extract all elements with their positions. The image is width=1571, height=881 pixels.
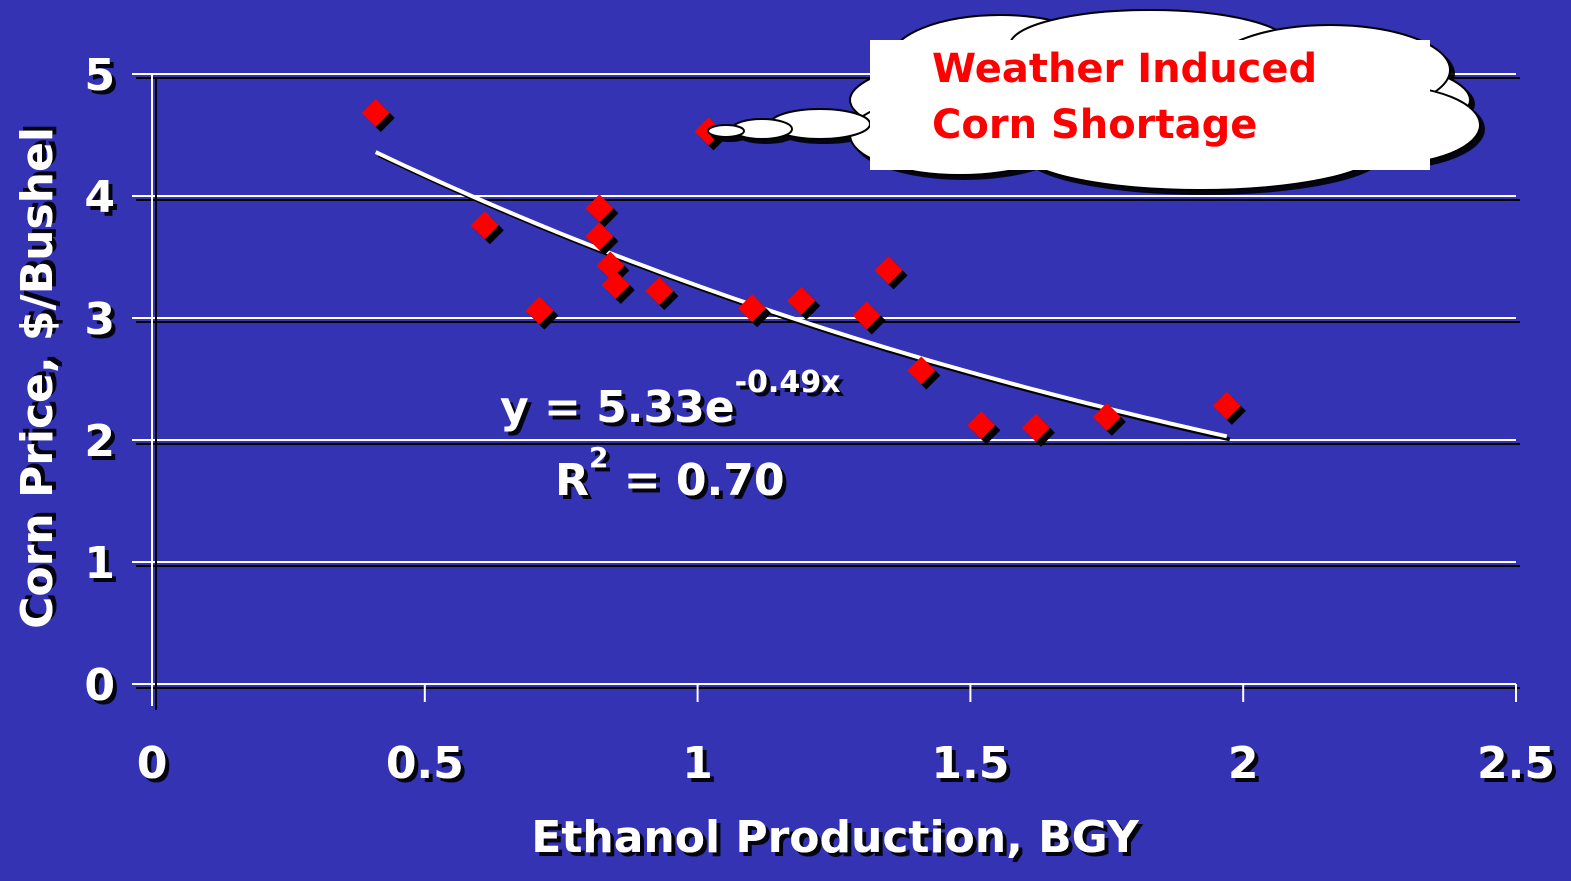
y-tick-label: 5 (84, 50, 115, 101)
exponent: -0.49x (735, 365, 841, 400)
x-axis-label: Ethanol Production, BGY (531, 812, 1140, 863)
x-tick-label: 2 (1228, 738, 1259, 789)
y-tick-label: 3 (84, 294, 115, 345)
page: 0 1 2 3 4 5 0 0.5 1 1.5 2 2.5 Ethanol Production, B… (0, 0, 1571, 881)
y-axis-label: Corn Price, $/Bushel (12, 127, 63, 629)
y-tick-label: 1 (84, 538, 115, 589)
x-tick-label: 0 (137, 738, 168, 789)
x-tick-label: 1.5 (931, 738, 1009, 789)
x-tick-label: 2.5 (1477, 738, 1555, 789)
x-tick-label: 1 (682, 738, 713, 789)
r2-value: = 0.70 (608, 455, 784, 506)
equation: y = 5.33e (500, 382, 735, 433)
r2-power: 2 (589, 441, 608, 474)
chart: 0 1 2 3 4 5 0 0.5 1 1.5 2 2.5 Ethanol Production, B… (0, 0, 1571, 881)
y-tick-label: 2 (84, 416, 115, 467)
r2-prefix: R (555, 455, 589, 506)
y-tick-label: 4 (84, 172, 115, 223)
y-tick-label: 0 (84, 660, 115, 711)
annotation: Weather Induced (932, 46, 1317, 92)
x-tick-label: 0.5 (386, 738, 464, 789)
annotation: Corn Shortage (932, 102, 1257, 148)
